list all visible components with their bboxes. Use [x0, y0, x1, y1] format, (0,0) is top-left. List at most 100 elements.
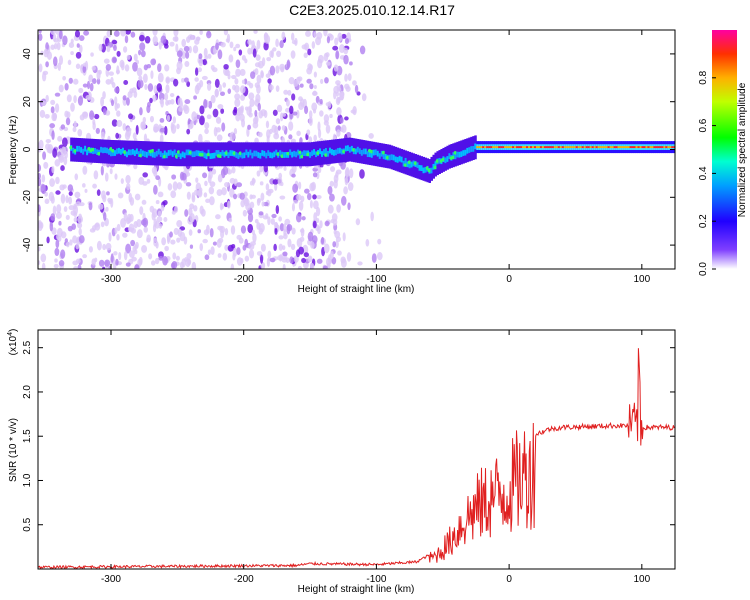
spectrogram-ridge-peak [593, 146, 597, 149]
spectrogram-noise-blob [113, 44, 117, 51]
spectrogram-noise-blob [229, 131, 236, 142]
spectrogram-ridge-core [474, 143, 477, 150]
spectrogram-ridge-core [273, 151, 276, 158]
spectrogram-ridge-peak [551, 146, 555, 149]
spectrogram-ridge-core [104, 147, 107, 154]
spectrogram-noise-blob [303, 52, 308, 59]
spectrogram-ridge-core [255, 150, 258, 157]
spectrogram-y-tick-label: 40 [22, 48, 33, 60]
spectrogram-noise-blob [336, 107, 342, 116]
spectrogram-noise-blob [263, 110, 268, 119]
spectrogram-noise-blob [349, 168, 354, 179]
spectrogram-ridge-core [157, 148, 161, 155]
spectrogram-noise-blob [50, 44, 55, 50]
spectrogram-noise-blob [221, 122, 226, 132]
spectrogram-noise-blob [178, 106, 184, 112]
spectrogram-noise-blob [179, 171, 185, 181]
spectrogram-ridge-peak [306, 152, 310, 157]
spectrogram-ridge-peak [528, 146, 531, 149]
spectrogram-noise-blob [125, 262, 131, 267]
spectrogram-noise-blob [204, 180, 208, 187]
spectrogram-noise-blob [222, 82, 227, 88]
spectrogram-noise-blob [343, 54, 349, 65]
spectrogram-noise-blob [146, 63, 152, 69]
spectrogram-noise-blob [208, 186, 215, 195]
spectrogram-noise-blob [75, 63, 81, 70]
spectrogram-noise-blob [325, 52, 330, 58]
spectrogram-noise-blob [313, 71, 317, 78]
spectrogram-ridge-core [283, 152, 286, 158]
spectrogram-ridge-peak [453, 151, 458, 155]
snr-x-ticks: -300 -200 -100 0 100 [101, 330, 651, 585]
spectrogram-ridge-core [227, 152, 230, 159]
spectrogram-noise-blob [203, 47, 208, 58]
spectrogram-noise-blob [269, 257, 276, 263]
spectrogram-noise-blob [223, 30, 229, 36]
spectrogram-ridge-peak [613, 146, 617, 149]
spectrogram-noise-blob [304, 42, 310, 51]
spectrogram-ridge-core [390, 154, 394, 160]
spectrogram-ridge-peak [561, 146, 565, 149]
colorbar-ticks: 0.0 0.2 0.4 0.6 0.8 [698, 70, 716, 276]
spectrogram-noise-blob [275, 118, 281, 125]
spectrogram-ridge-peak [508, 146, 511, 149]
spectrogram-noise-blob [198, 187, 203, 193]
spectrogram-ridge-peak [526, 146, 529, 149]
snr-scale-label: (x104) [7, 329, 19, 356]
spectrogram-noise-blob [355, 218, 361, 226]
spectrogram-ridge-core [253, 150, 256, 157]
spectrogram-noise-blob [205, 198, 211, 204]
spectrogram-ridge-peak [543, 146, 547, 149]
spectrogram-noise-blob [120, 178, 124, 184]
spectrogram-noise-blob [68, 191, 73, 196]
spectrogram-ridge-peak [655, 146, 658, 149]
spectrogram-noise-blob [164, 125, 168, 136]
spectrogram-noise-blob [148, 253, 153, 260]
spectrogram-noise-blob [340, 127, 344, 133]
spectrogram-noise-blob [138, 75, 143, 81]
spectrogram-ridge-core [366, 151, 370, 158]
spectrogram-ridge-peak [162, 154, 167, 159]
spectrogram-ridge-peak [635, 146, 639, 149]
spectrogram-noise-blob [235, 43, 241, 49]
spectrogram-ridge-peak [569, 146, 573, 149]
spectrogram-noise-blob [308, 110, 313, 119]
spectrogram-ridge-core [78, 145, 81, 152]
spectrogram-ridge-peak [629, 146, 633, 149]
spectrogram-ridge-peak [573, 146, 577, 149]
spectrogram-ridge-peak [427, 168, 432, 173]
chart-title: C2E3.2025.010.12.14.R17 [289, 2, 455, 18]
spectrogram-noise-blob [215, 42, 219, 50]
spectrogram-ridge-peak [488, 146, 491, 149]
spectrogram-noise-blob [100, 131, 106, 140]
spectrogram-ridge-core [217, 150, 220, 156]
spectrogram-ridge-peak [617, 146, 621, 149]
spectrogram-ridge-peak [532, 146, 535, 149]
spectrogram-noise-blob [224, 244, 229, 251]
spectrogram-noise-blob [128, 250, 135, 258]
spectrogram-noise-blob [209, 181, 216, 188]
spectrogram-noise-blob [127, 91, 133, 99]
spectrogram-ridge-peak [591, 146, 595, 149]
spectrogram-noise-blob [316, 195, 322, 200]
spectrogram-noise-blob [110, 253, 114, 263]
spectrogram-ridge-core [153, 152, 157, 158]
spectrogram-noise-blob [293, 199, 299, 204]
spectrogram-ridge-peak [286, 151, 290, 156]
spectrogram-noise-blob [150, 58, 157, 66]
spectrogram-noise-blob [194, 189, 199, 196]
spectrogram-noise-blob [344, 83, 350, 90]
spectrogram-noise-blob [90, 52, 94, 57]
spectrogram-ridge-core [320, 151, 324, 157]
spectrogram-noise-blob [259, 165, 263, 173]
spectrogram-noise-blob [329, 166, 336, 172]
spectrogram-noise-blob [298, 102, 304, 111]
spectrogram-noise-blob [204, 254, 210, 261]
spectrogram-ridge-core [215, 150, 218, 156]
spectrogram-noise-blob [207, 82, 212, 91]
spectrogram-noise-blob [352, 80, 357, 86]
spectrogram-ridge-peak [520, 146, 523, 149]
spectrogram-ridge-core [125, 151, 129, 158]
spectrogram-noise-blob [114, 173, 118, 180]
spectrogram-noise-blob [195, 177, 199, 183]
